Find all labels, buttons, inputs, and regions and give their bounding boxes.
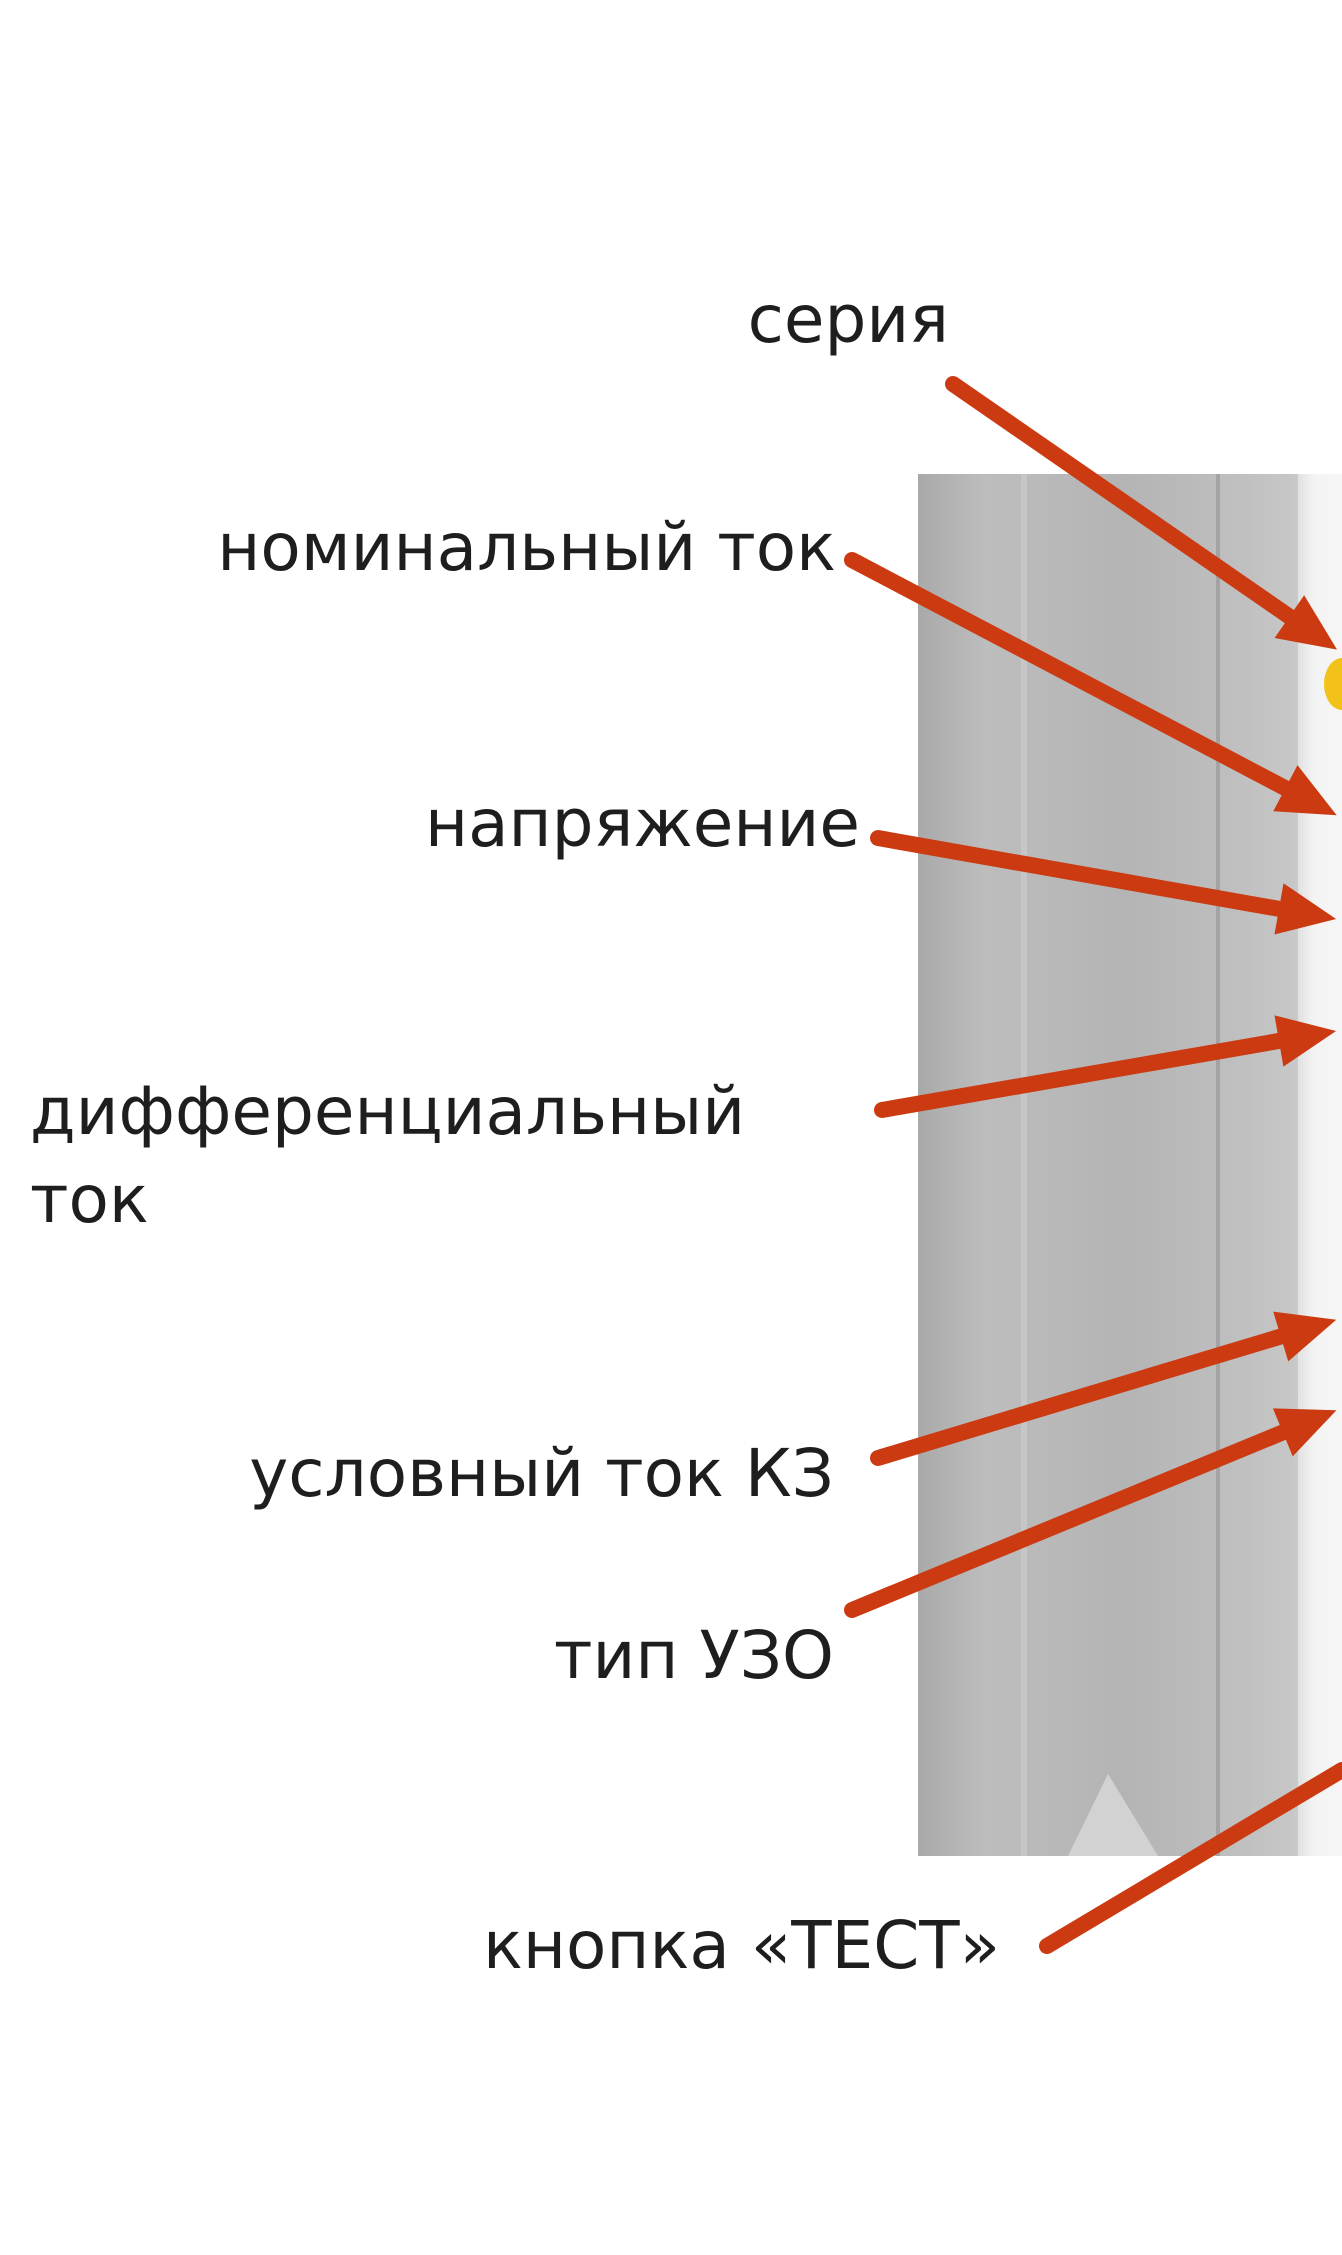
series-marker xyxy=(1324,658,1342,710)
label-series: серия xyxy=(747,281,949,358)
rcd-device-image xyxy=(918,474,1342,1856)
label-test-button: кнопка «ТЕСТ» xyxy=(482,1907,1000,1984)
label-nominal-current: номинальный ток xyxy=(217,509,836,586)
label-short-circuit-current: условный ток КЗ xyxy=(249,1435,834,1512)
label-rcd-type: тип УЗО xyxy=(554,1617,834,1694)
device-side-panel xyxy=(918,474,1294,1856)
label-differential-current: дифференциальный ток xyxy=(30,1073,746,1238)
label-voltage: напряжение xyxy=(424,785,860,862)
